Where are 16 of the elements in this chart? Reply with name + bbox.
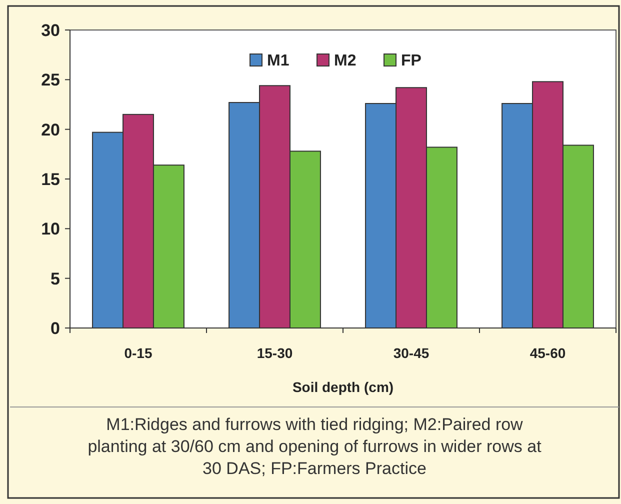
y-tick-label: 20 [41, 120, 60, 140]
y-tick-label: 10 [41, 220, 60, 239]
x-tick-label: 45-60 [530, 345, 566, 361]
x-tick-label: 15-30 [256, 345, 293, 361]
legend-label: M2 [334, 52, 356, 70]
text: M1:Ridges and furrows with tied ridging; M2:Paired row planting at 30/60 cm and opening of furrows in wider rows at 30 DAS; FP:Farmers Practice [88, 415, 542, 478]
legend-label: M1 [267, 52, 290, 70]
y-tick-label: 15 [41, 170, 60, 189]
legend-label: FP [401, 52, 422, 70]
x-axis-title: Soil depth (cm) [292, 379, 394, 395]
y-tick-label: 30 [41, 20, 60, 40]
x-tick-label: 0-15 [124, 345, 152, 361]
y-tick-label: 5 [50, 269, 60, 288]
y-tick-label: 25 [41, 70, 60, 90]
x-tick-label: 30-45 [393, 345, 430, 361]
y-tick-label: 0 [50, 318, 60, 338]
